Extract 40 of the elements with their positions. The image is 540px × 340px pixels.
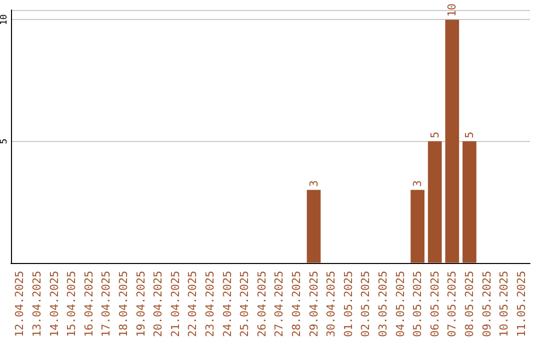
x-tick-label: 10.05.2025 xyxy=(498,270,511,338)
x-tick-label: 27.04.2025 xyxy=(272,270,286,338)
x-tick-label: 05.05.2025 xyxy=(411,270,424,338)
x-tick-label: 12.04.2025 xyxy=(13,270,26,338)
x-tick-label: 11.05.2025 xyxy=(514,270,528,338)
x-tick-label: 24.04.2025 xyxy=(220,270,234,338)
x-tick-label: 17.04.2025 xyxy=(100,270,113,338)
x-tick-label: 13.04.2025 xyxy=(30,270,44,338)
x-tick-label: 07.05.2025 xyxy=(446,270,459,338)
x-tick-label: 18.04.2025 xyxy=(116,270,130,338)
bar xyxy=(410,190,424,263)
x-tick-label: 14.04.2025 xyxy=(48,270,61,338)
bar xyxy=(462,141,476,263)
x-tick-label: 22.04.2025 xyxy=(186,270,200,338)
bar xyxy=(306,190,321,263)
data-label: 5 xyxy=(428,132,442,138)
x-tick-label: 28.04.2025 xyxy=(290,270,303,338)
x-tick-label: 02.05.2025 xyxy=(359,270,372,338)
x-tick-label: 30.04.2025 xyxy=(324,270,338,338)
x-tick-label: 19.04.2025 xyxy=(134,270,148,338)
data-label: 3 xyxy=(307,180,320,187)
x-tick-label: 23.04.2025 xyxy=(203,270,216,338)
x-tick-label: 20.04.2025 xyxy=(152,270,165,338)
x-tick-label: 15.04.2025 xyxy=(65,270,78,338)
x-tick-label: 08.05.2025 xyxy=(462,270,476,338)
x-tick-label: 25.04.2025 xyxy=(238,270,252,338)
x-tick-label: 26.04.2025 xyxy=(255,270,268,338)
x-tick-label: 21.04.2025 xyxy=(168,270,182,338)
data-label: 5 xyxy=(462,132,476,138)
x-tick-label: 09.05.2025 xyxy=(480,270,494,338)
data-label: 3 xyxy=(411,180,424,187)
x-tick-label: 29.04.2025 xyxy=(307,270,320,338)
bar xyxy=(428,141,442,263)
x-tick-label: 06.05.2025 xyxy=(428,270,442,338)
x-tick-label: 16.04.2025 xyxy=(82,270,96,338)
x-tick-label: 03.05.2025 xyxy=(376,270,390,338)
x-tick-label: 01.05.2025 xyxy=(342,270,355,338)
x-tick-label: 04.05.2025 xyxy=(394,270,407,338)
bar xyxy=(445,20,460,263)
data-label: 10 xyxy=(446,3,459,17)
